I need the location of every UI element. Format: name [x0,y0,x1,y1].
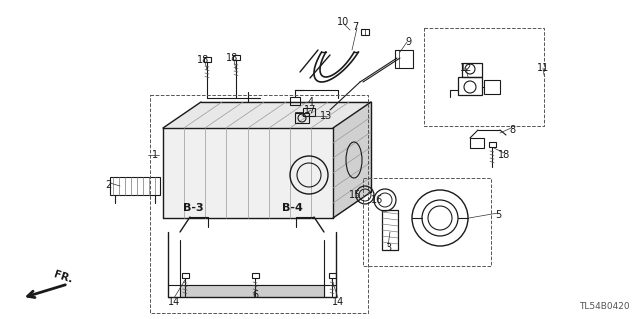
Polygon shape [210,285,214,296]
Bar [290,97,300,105]
Text: 5: 5 [495,210,501,220]
Text: B-3: B-3 [182,203,204,213]
Bar [204,57,211,62]
Polygon shape [235,285,239,296]
Text: 17: 17 [304,105,316,115]
Text: B-4: B-4 [282,203,303,213]
Bar [252,273,259,278]
Polygon shape [320,285,324,296]
Polygon shape [195,285,199,296]
Text: 12: 12 [460,63,472,73]
Bar [424,28,544,126]
Polygon shape [310,285,314,296]
Polygon shape [265,285,269,296]
Text: 16: 16 [371,195,383,205]
Polygon shape [290,285,294,296]
Bar [329,273,336,278]
Polygon shape [285,285,289,296]
Text: 13: 13 [320,111,332,121]
Bar [395,50,413,68]
Text: 10: 10 [337,17,349,27]
Polygon shape [333,102,371,218]
Polygon shape [255,285,259,296]
Polygon shape [225,285,229,296]
Bar [150,95,368,313]
Polygon shape [270,285,274,296]
Polygon shape [280,285,284,296]
Text: 9: 9 [405,37,411,47]
Text: TL54B0420: TL54B0420 [579,302,630,311]
Text: 6: 6 [252,290,258,300]
Bar [458,77,482,95]
Polygon shape [245,285,249,296]
Text: 18: 18 [498,150,510,160]
Polygon shape [295,285,299,296]
Bar [361,29,369,35]
Polygon shape [180,285,184,296]
Polygon shape [250,285,254,296]
Bar [110,177,160,195]
Text: 1: 1 [152,150,158,160]
Polygon shape [205,285,209,296]
Polygon shape [240,285,244,296]
Text: FR.: FR. [52,270,74,285]
Text: 11: 11 [537,63,549,73]
Text: 14: 14 [332,297,344,307]
Bar [484,80,500,94]
Text: 14: 14 [168,297,180,307]
Bar [462,63,482,77]
Polygon shape [230,285,234,296]
Polygon shape [163,128,333,218]
Text: 18: 18 [197,55,209,65]
Text: 4: 4 [308,97,314,107]
Bar [295,113,309,123]
Text: 7: 7 [352,22,358,32]
Bar [489,142,496,147]
Polygon shape [190,285,194,296]
Bar [233,55,240,60]
Bar [382,210,398,250]
Bar [363,178,491,266]
Bar [182,273,189,278]
Polygon shape [300,285,304,296]
Bar [470,138,484,148]
Text: 8: 8 [509,125,515,135]
Polygon shape [275,285,279,296]
Polygon shape [200,285,204,296]
Text: 15: 15 [349,190,361,200]
Polygon shape [315,285,319,296]
Polygon shape [185,285,189,296]
Polygon shape [220,285,224,296]
Text: 2: 2 [105,180,111,190]
Polygon shape [215,285,219,296]
Polygon shape [163,102,371,128]
Text: 18: 18 [226,53,238,63]
Polygon shape [305,285,309,296]
Text: 3: 3 [385,243,391,253]
Bar [303,108,315,116]
Polygon shape [260,285,264,296]
